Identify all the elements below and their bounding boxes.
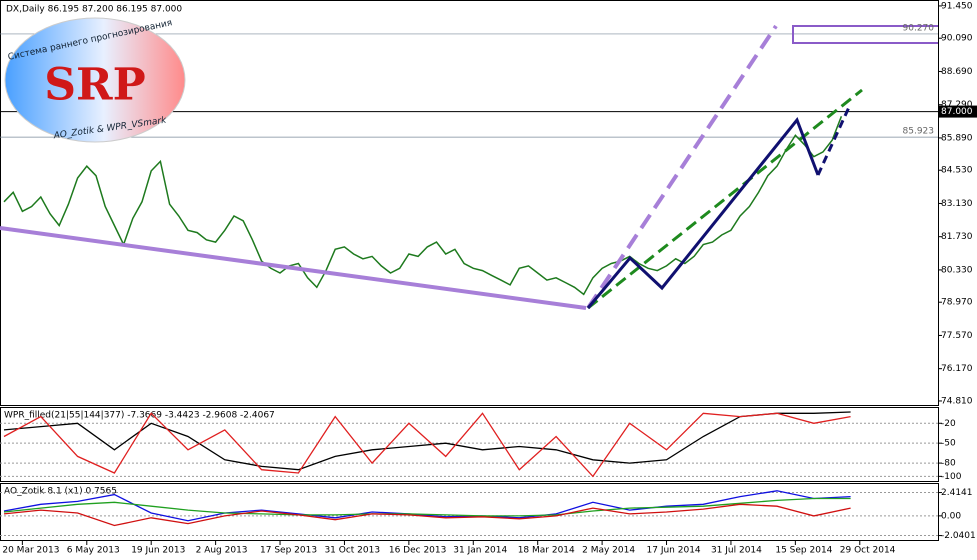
- y-tick-label: 83.130: [941, 199, 973, 209]
- level-label: 85.923: [903, 127, 935, 137]
- series-line: [3, 490, 851, 522]
- wpr-panel: [0, 407, 939, 482]
- y-tick-label: 87.290: [941, 100, 973, 110]
- x-tick-label: 2 Aug 2013: [196, 546, 248, 556]
- x-tick-label: 6 May 2013: [67, 546, 120, 556]
- y-tick-label: 2.4141: [941, 488, 973, 498]
- y-tick-label: 85.890: [941, 133, 973, 143]
- series-layer: [0, 33, 938, 296]
- level-label: 90.270: [903, 23, 935, 33]
- y-tick-label: -20: [941, 419, 956, 429]
- trend-line: [587, 88, 863, 310]
- trend-line: [586, 24, 778, 310]
- y-tick-label: -2.0401: [941, 531, 976, 541]
- y-tick-label: 74.810: [941, 396, 973, 406]
- level-box: [792, 25, 938, 44]
- x-tick-label: 18 Mar 2014: [518, 546, 575, 556]
- series-line: [3, 411, 851, 471]
- x-tick-label: 17 Jun 2014: [647, 546, 701, 556]
- x-tick-label: 2 May 2014: [582, 546, 635, 556]
- x-tick-label: 29 Oct 2014: [840, 546, 896, 556]
- trend-line: [0, 226, 587, 310]
- level-label-box: [939, 105, 977, 118]
- series-line: [3, 412, 851, 478]
- x-tick-label: 31 Jul 2014: [711, 546, 762, 556]
- level-label: 87.000: [941, 107, 973, 117]
- y-tick-label: -50: [941, 439, 956, 449]
- x-tick-label: 15 Sep 2014: [775, 546, 832, 556]
- y-tick-label: 0.00: [941, 511, 961, 521]
- x-tick-label: 17 Sep 2013: [260, 546, 317, 556]
- y-tick-label: 91.450: [941, 1, 973, 11]
- series-line: [3, 116, 843, 296]
- x-tick-label: 31 Jan 2014: [453, 546, 507, 556]
- x-tick-label: 20 Mar 2013: [2, 546, 59, 556]
- y-tick-label: 78.970: [941, 298, 973, 308]
- y-tick-label: 80.330: [941, 265, 973, 275]
- series-line: [3, 497, 851, 517]
- logo-mark: SRP: [44, 60, 145, 111]
- y-tick-label: 84.530: [941, 166, 973, 176]
- logo-ellipse: [4, 17, 186, 143]
- indicator-title: AO_Zotik 8.1 (x1) 0.7565: [4, 487, 117, 497]
- chart-title: DX,Daily 86.195 87.200 86.195 87.000: [6, 5, 182, 15]
- y-tick-label: 88.690: [941, 67, 973, 77]
- y-tick-label: 76.170: [941, 364, 973, 374]
- x-tick-label: 31 Oct 2013: [324, 546, 380, 556]
- y-tick-label: 77.570: [941, 331, 973, 341]
- series-line: [3, 503, 851, 527]
- y-tick-label: -100: [941, 472, 962, 482]
- y-tick-label: 81.730: [941, 232, 973, 242]
- wave-line: [586, 117, 820, 309]
- indicator-title: WPR_filled(21|55|144|377) -7.3669 -3.442…: [4, 411, 275, 421]
- y-tick-label: 90.090: [941, 34, 973, 44]
- x-tick-label: 19 Jun 2013: [131, 546, 185, 556]
- y-tick-label: -80: [941, 459, 956, 469]
- x-tick-label: 16 Dec 2013: [389, 546, 447, 556]
- logo: Система раннего прогнозирования SRP AO_Z…: [4, 17, 186, 143]
- drawing-objects: [0, 24, 938, 310]
